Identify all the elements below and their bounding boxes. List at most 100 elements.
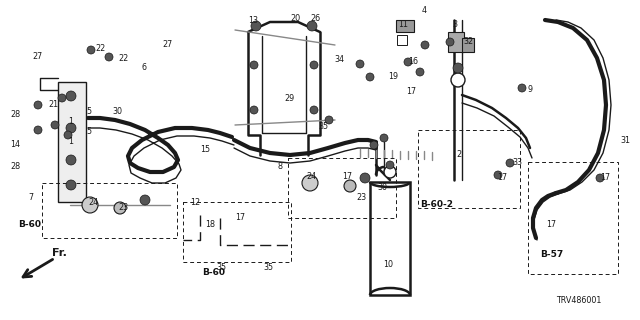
Text: 32: 32: [463, 37, 473, 46]
Text: B-57: B-57: [540, 250, 563, 259]
Circle shape: [250, 61, 258, 69]
Circle shape: [446, 38, 454, 46]
Circle shape: [453, 63, 463, 73]
Text: 12: 12: [190, 198, 200, 207]
Circle shape: [307, 21, 317, 31]
Text: 5: 5: [86, 127, 91, 136]
Bar: [528, 162, 618, 274]
Circle shape: [360, 173, 370, 183]
Text: 29: 29: [284, 94, 294, 103]
Circle shape: [66, 91, 76, 101]
Circle shape: [66, 155, 76, 165]
Text: 7: 7: [28, 193, 33, 202]
Bar: [183, 202, 291, 262]
Circle shape: [386, 161, 394, 169]
Text: 23: 23: [118, 203, 128, 212]
Circle shape: [416, 68, 424, 76]
Text: 11: 11: [398, 20, 408, 29]
Text: 22: 22: [95, 44, 105, 53]
Text: 8: 8: [278, 162, 283, 171]
Circle shape: [325, 116, 333, 124]
Circle shape: [384, 166, 396, 178]
Circle shape: [506, 159, 514, 167]
Circle shape: [366, 73, 374, 81]
Text: 35: 35: [263, 263, 273, 272]
Text: 17: 17: [235, 213, 245, 222]
Text: 17: 17: [600, 173, 610, 182]
Text: 27: 27: [162, 40, 172, 49]
Text: 5: 5: [86, 107, 91, 116]
Text: 10: 10: [383, 260, 393, 269]
Text: 16: 16: [408, 57, 418, 66]
Text: 17: 17: [342, 172, 352, 181]
Text: 27: 27: [32, 52, 42, 61]
Text: 3: 3: [452, 20, 457, 29]
Text: 28: 28: [10, 162, 20, 171]
Bar: [397, 35, 407, 45]
Text: 17: 17: [497, 173, 507, 182]
Text: 19: 19: [388, 72, 398, 81]
Text: TRV486001: TRV486001: [556, 296, 602, 305]
Circle shape: [310, 61, 318, 69]
Circle shape: [140, 195, 150, 205]
Text: 31: 31: [620, 136, 630, 145]
Text: 6: 6: [142, 63, 147, 72]
Text: 17: 17: [546, 220, 556, 229]
Text: B-60: B-60: [18, 220, 41, 229]
Circle shape: [370, 141, 378, 149]
Text: 9: 9: [528, 85, 533, 94]
Circle shape: [404, 58, 412, 66]
Circle shape: [58, 94, 66, 102]
Circle shape: [302, 175, 318, 191]
Text: 35: 35: [216, 263, 226, 272]
Bar: [418, 130, 520, 208]
Circle shape: [66, 123, 76, 133]
Circle shape: [451, 73, 465, 87]
Circle shape: [114, 202, 126, 214]
Circle shape: [66, 180, 76, 190]
Text: 33: 33: [512, 158, 522, 167]
Circle shape: [310, 106, 318, 114]
Bar: [396, 20, 414, 32]
Bar: [448, 32, 464, 52]
Text: 2: 2: [456, 150, 461, 159]
Circle shape: [518, 84, 526, 92]
Bar: [462, 38, 474, 52]
Text: 35: 35: [318, 122, 328, 131]
Bar: [42, 183, 177, 238]
Text: 26: 26: [310, 14, 320, 23]
Circle shape: [64, 131, 72, 139]
Circle shape: [34, 101, 42, 109]
Circle shape: [87, 46, 95, 54]
Text: 22: 22: [118, 54, 128, 63]
Text: 28: 28: [10, 110, 20, 119]
Circle shape: [251, 21, 261, 31]
Text: 24: 24: [88, 198, 98, 207]
Text: 24: 24: [306, 172, 316, 181]
Text: 34: 34: [334, 55, 344, 64]
Text: 30: 30: [377, 183, 387, 192]
Circle shape: [344, 180, 356, 192]
Circle shape: [250, 106, 258, 114]
Circle shape: [51, 121, 59, 129]
Bar: [370, 182, 410, 295]
Text: 17: 17: [406, 87, 416, 96]
Circle shape: [34, 126, 42, 134]
Circle shape: [494, 171, 502, 179]
Text: 21: 21: [48, 100, 58, 109]
Text: 1: 1: [68, 117, 73, 126]
Text: 14: 14: [10, 140, 20, 149]
Text: B-60-2: B-60-2: [420, 200, 453, 209]
Circle shape: [596, 174, 604, 182]
Bar: [288, 158, 396, 218]
Bar: [58, 82, 86, 202]
Circle shape: [380, 134, 388, 142]
Circle shape: [82, 197, 98, 213]
Circle shape: [356, 60, 364, 68]
Circle shape: [421, 41, 429, 49]
Text: 18: 18: [205, 220, 215, 229]
Text: 1: 1: [68, 137, 73, 146]
Text: B-60: B-60: [202, 268, 225, 277]
Circle shape: [105, 53, 113, 61]
Text: 13: 13: [248, 16, 258, 25]
